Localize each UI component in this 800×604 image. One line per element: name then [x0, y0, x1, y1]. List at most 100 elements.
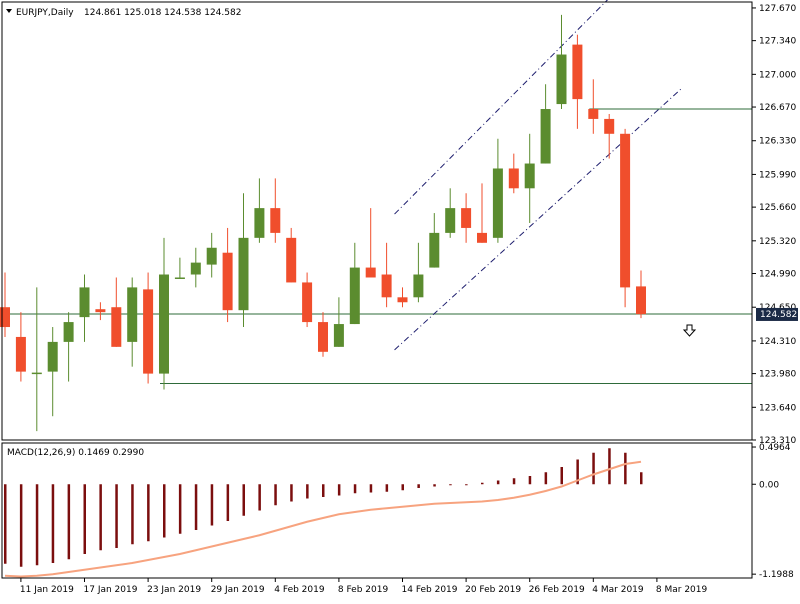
candle-body: [365, 267, 376, 278]
candle-body: [159, 274, 169, 374]
price-axis-label: 125.660: [759, 203, 796, 213]
candle[interactable]: [190, 247, 201, 288]
price-axis-label: 127.340: [759, 37, 796, 47]
candle[interactable]: [588, 79, 599, 134]
candle[interactable]: [445, 188, 456, 238]
candle[interactable]: [127, 277, 138, 367]
macd-histogram-bar: [624, 452, 627, 485]
macd-histogram-bar: [290, 484, 293, 502]
candle[interactable]: [31, 287, 42, 432]
candle-body: [79, 287, 90, 318]
macd-histogram-bar: [274, 484, 277, 506]
macd-histogram-bar: [560, 467, 563, 485]
time-axis-label: 4 Mar 2019: [592, 585, 644, 595]
candle[interactable]: [620, 128, 631, 308]
candle[interactable]: [604, 113, 615, 159]
candle[interactable]: [79, 274, 90, 342]
candle-body: [413, 274, 424, 298]
macd-histogram-bar: [337, 484, 341, 496]
price-axis-label: 125.320: [759, 237, 796, 247]
candle-body: [461, 208, 472, 228]
macd-histogram-bar: [322, 484, 325, 497]
time-axis-label: 4 Feb 2019: [274, 585, 325, 595]
macd-histogram-bar: [385, 484, 389, 492]
candle-body: [556, 54, 567, 105]
macd-histogram-bar: [608, 448, 611, 485]
candle[interactable]: [286, 227, 297, 283]
macd-axis-label: 0.00: [759, 480, 779, 490]
candle-body: [111, 307, 122, 347]
candle[interactable]: [461, 193, 472, 243]
price-axis-label: 123.310: [759, 436, 796, 446]
candle[interactable]: [572, 34, 583, 129]
candle[interactable]: [540, 84, 551, 164]
candle-body: [47, 341, 58, 372]
channel-trendline[interactable]: [394, 0, 618, 215]
candle-body: [318, 322, 328, 352]
candle[interactable]: [413, 242, 424, 303]
candle[interactable]: [111, 277, 122, 347]
candle[interactable]: [492, 138, 503, 243]
candle[interactable]: [270, 178, 281, 243]
candle[interactable]: [636, 270, 646, 319]
macd-histogram-bar: [242, 484, 245, 516]
candle[interactable]: [174, 257, 185, 279]
candle-body: [222, 252, 233, 311]
macd-histogram-bar: [481, 482, 484, 485]
candle-body: [477, 232, 487, 243]
candle[interactable]: [524, 133, 535, 223]
candle-body: [604, 118, 615, 134]
candle[interactable]: [429, 213, 440, 268]
macd-histogram-bar: [544, 472, 548, 485]
macd-histogram-bar: [640, 472, 643, 485]
down-arrow-icon: [682, 324, 697, 337]
candle[interactable]: [238, 193, 249, 328]
candle[interactable]: [47, 327, 58, 417]
time-axis-label: 11 Jan 2019: [20, 585, 74, 595]
candle[interactable]: [381, 242, 392, 308]
macd-histogram-bar: [417, 484, 420, 488]
candle-body: [270, 208, 281, 233]
candle[interactable]: [63, 312, 74, 382]
candle[interactable]: [365, 208, 376, 278]
candle[interactable]: [318, 312, 328, 357]
symbol-menu-triangle-icon[interactable]: [6, 9, 12, 13]
candle-body: [302, 282, 313, 323]
price-axis-label: 125.990: [759, 170, 796, 180]
macd-histogram-bar: [147, 484, 150, 542]
candle[interactable]: [349, 242, 360, 325]
macd-histogram-bar: [210, 484, 214, 526]
candle[interactable]: [508, 153, 519, 194]
macd-histogram-bar: [99, 484, 102, 551]
candle[interactable]: [15, 312, 26, 382]
macd-histogram-bar: [163, 484, 166, 538]
candle[interactable]: [302, 272, 313, 328]
candle[interactable]: [0, 272, 10, 337]
macd-histogram-bar: [131, 484, 134, 545]
candle[interactable]: [95, 302, 106, 321]
candle[interactable]: [397, 287, 408, 308]
candle[interactable]: [477, 183, 487, 243]
candle-body: [206, 247, 217, 265]
candle-body: [333, 324, 344, 347]
candle[interactable]: [556, 14, 567, 110]
macd-pane-frame: [1, 442, 753, 579]
candle[interactable]: [254, 178, 265, 243]
candle-body: [445, 208, 456, 233]
macd-histogram-bar: [19, 484, 23, 567]
macd-histogram-bar: [115, 484, 118, 548]
candle[interactable]: [333, 297, 344, 347]
candle-body: [397, 297, 408, 303]
macd-histogram-bar: [449, 484, 452, 486]
candle[interactable]: [206, 232, 217, 278]
time-axis-label: 26 Feb 2019: [529, 585, 585, 595]
candle[interactable]: [143, 272, 154, 384]
candle-body: [636, 286, 646, 315]
candle[interactable]: [222, 227, 233, 323]
candle[interactable]: [159, 237, 169, 390]
time-axis-label: 8 Feb 2019: [338, 585, 389, 595]
macd-histogram-bar: [433, 484, 436, 487]
price-axis-label: 123.640: [759, 403, 796, 413]
